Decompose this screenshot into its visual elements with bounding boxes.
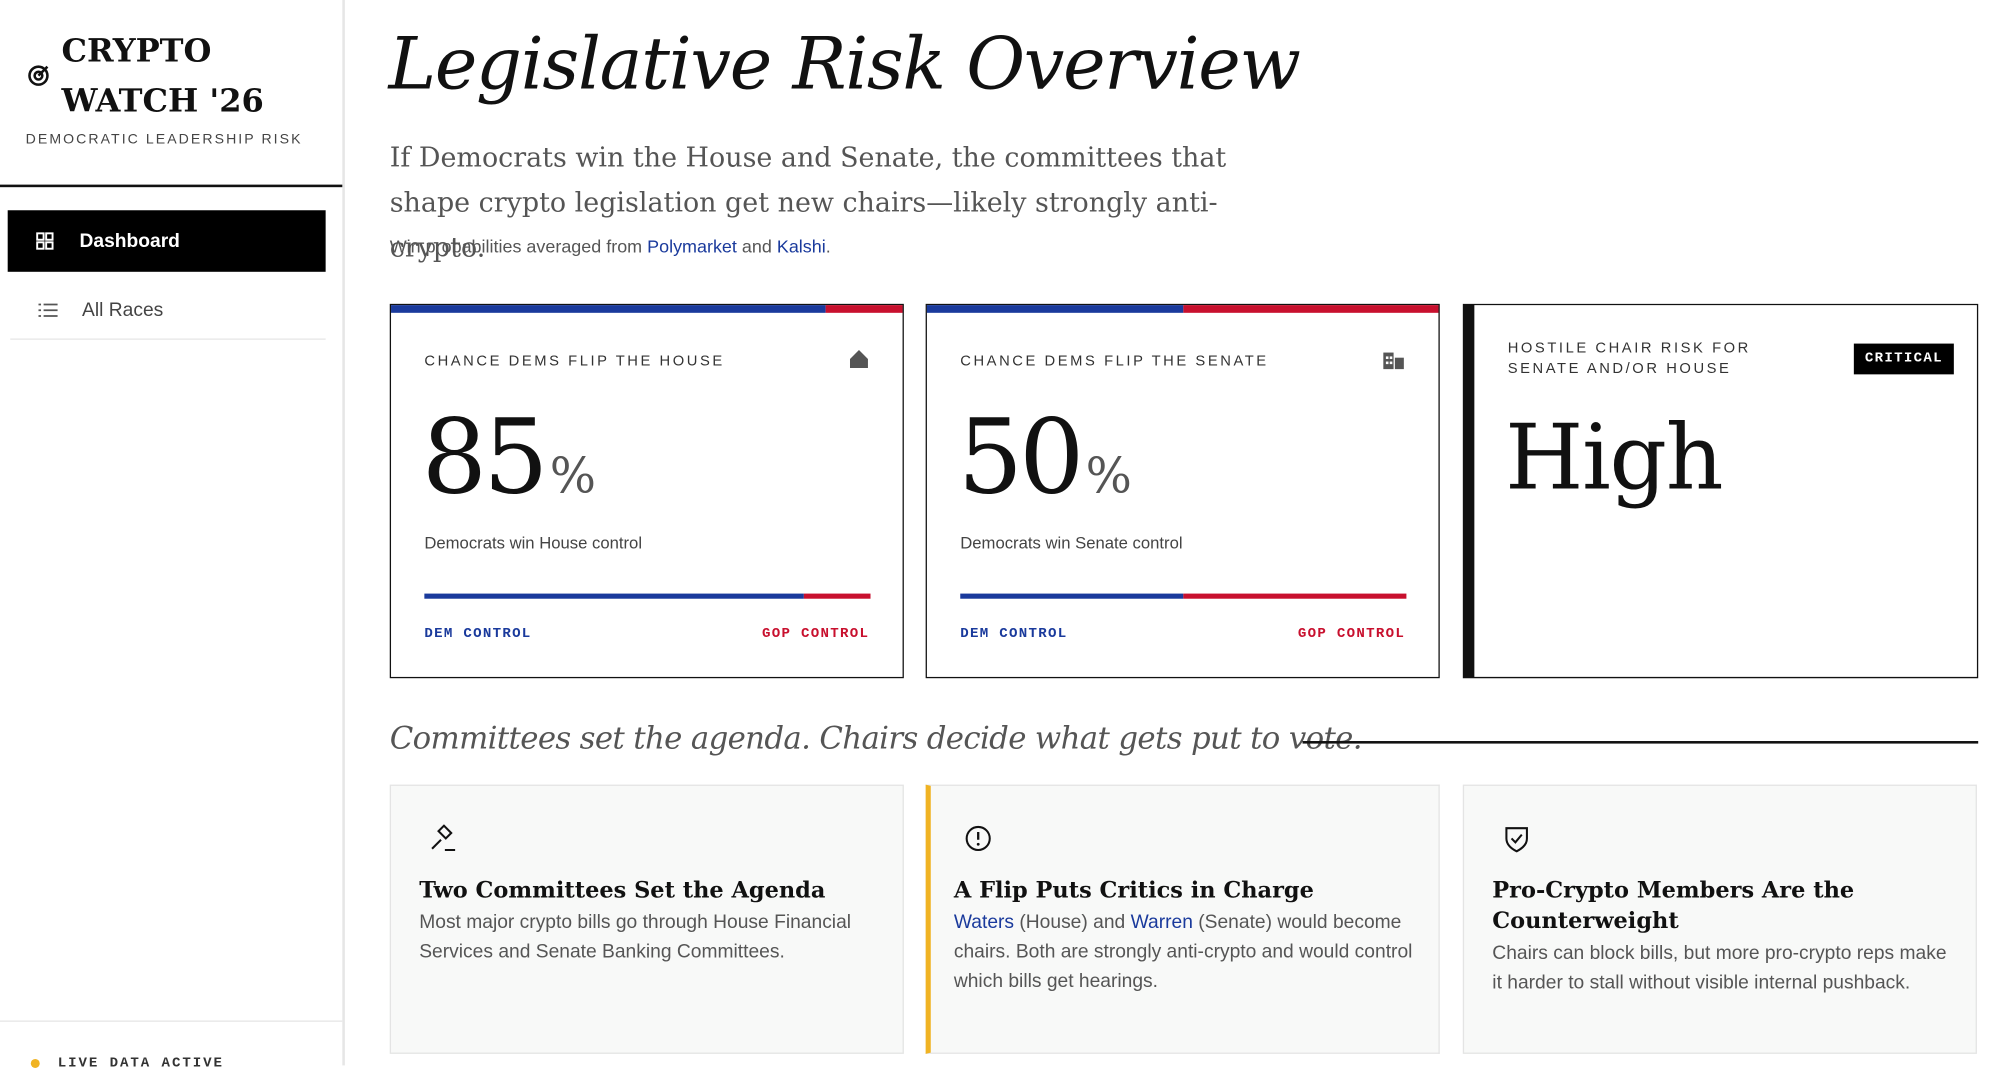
card-body: Chairs can block bills, but more pro-cry… — [1492, 938, 1954, 997]
dem-share — [424, 593, 804, 599]
gop-label: GOP CONTROL — [762, 626, 870, 643]
section-heading: Committees set the agenda. Chairs decide… — [389, 720, 1363, 757]
house-icon — [849, 349, 868, 368]
text: Most major crypto bills go through House… — [419, 911, 857, 963]
subtitle: If Democrats win the House and Senate, t… — [389, 142, 1227, 263]
split-bar — [960, 593, 1407, 599]
text: (House) and — [1014, 911, 1131, 934]
text: (Senate) would become chairs. Both are s… — [953, 911, 1418, 993]
risk-level: High — [1505, 405, 1723, 511]
gop-share — [825, 305, 903, 313]
capitol-icon — [1383, 352, 1404, 370]
status-dot — [30, 1058, 40, 1068]
card-title: Pro-Crypto Members Are the Counterweight — [1492, 878, 1855, 935]
gop-label: GOP CONTROL — [1297, 626, 1406, 643]
nav-label: Dashboard — [79, 230, 180, 252]
nav-all-races[interactable]: All Races — [10, 282, 326, 340]
list-icon — [38, 303, 58, 317]
gop-share — [803, 593, 871, 599]
card-title: Two Committees Set the Agenda — [419, 878, 826, 904]
alert-icon — [965, 825, 991, 852]
gop-share — [1182, 305, 1439, 313]
brand-icon — [28, 65, 49, 86]
shield-icon — [1505, 827, 1528, 853]
number: 85 — [421, 397, 549, 517]
card-body: Most major crypto bills go through House… — [419, 908, 881, 967]
nav-label: All Races — [82, 299, 164, 322]
split-strip — [391, 305, 903, 313]
text: and — [736, 235, 777, 257]
link[interactable]: Polymarket — [647, 235, 737, 257]
divider — [0, 184, 343, 188]
gop-share — [1183, 593, 1407, 599]
sidebar: CRYPTO WATCH '26 DEMOCRATIC LEADERSHIP R… — [0, 0, 345, 1072]
tagline: DEMOCRATIC LEADERSHIP RISK — [25, 132, 303, 148]
link[interactable]: Waters — [953, 911, 1015, 934]
section-rule — [1302, 741, 1979, 743]
info-card: A Flip Puts Critics in Charge Waters (Ho… — [925, 784, 1440, 1054]
stat-value: 50% — [958, 397, 1132, 516]
stat-value: 85% — [422, 397, 596, 516]
dashboard-icon — [36, 232, 54, 250]
unit: % — [549, 447, 597, 504]
card-title: A Flip Puts Critics in Charge — [953, 878, 1314, 904]
risk-card: HOSTILE CHAIR RISK FOR SENATE AND/OR HOU… — [1462, 303, 1979, 679]
nav-dashboard[interactable]: Dashboard — [7, 210, 326, 272]
info-card: Two Committees Set the Agenda Most major… — [389, 784, 904, 1054]
dem-label: DEM CONTROL — [960, 626, 1068, 643]
page-title: Legislative Risk Overview — [388, 23, 1300, 107]
card-label: CHANCE DEMS FLIP THE SENATE — [960, 353, 1269, 370]
unit: % — [1085, 447, 1132, 504]
caption: Democrats win Senate control — [960, 533, 1183, 553]
split-bar — [424, 593, 871, 599]
stat-card: CHANCE DEMS FLIP THE HOUSE 85% Democrats… — [389, 303, 904, 679]
split-strip — [926, 305, 1439, 313]
text: Win probabilities averaged from — [389, 235, 648, 257]
gavel-icon — [431, 824, 456, 852]
link[interactable]: Kalshi — [776, 235, 826, 257]
brand: CRYPTO WATCH '26 — [61, 32, 264, 120]
dem-share — [926, 305, 1183, 313]
info-card: Pro-Crypto Members Are the Counterweight… — [1462, 784, 1977, 1054]
card-label: HOSTILE CHAIR RISK FOR SENATE AND/OR HOU… — [1507, 341, 1751, 377]
badge: CRITICAL — [1853, 343, 1954, 375]
status: LIVE DATA ACTIVE — [57, 1056, 224, 1072]
text: Chairs can block bills, but more pro-cry… — [1492, 942, 1952, 994]
source-note: Win probabilities averaged from Polymark… — [390, 236, 831, 257]
link[interactable]: Warren — [1130, 911, 1193, 934]
number: 50 — [957, 397, 1085, 517]
card-label: CHANCE DEMS FLIP THE HOUSE — [424, 353, 725, 370]
footer-divider — [0, 1020, 343, 1022]
caption: Democrats win House control — [424, 533, 643, 553]
dem-share — [391, 305, 826, 313]
stat-card: CHANCE DEMS FLIP THE SENATE 50% Democrat… — [925, 303, 1440, 679]
card-body: Waters (House) and Warren (Senate) would… — [954, 908, 1416, 996]
dem-label: DEM CONTROL — [424, 626, 532, 643]
dem-share — [960, 593, 1184, 599]
text: . — [825, 235, 831, 257]
